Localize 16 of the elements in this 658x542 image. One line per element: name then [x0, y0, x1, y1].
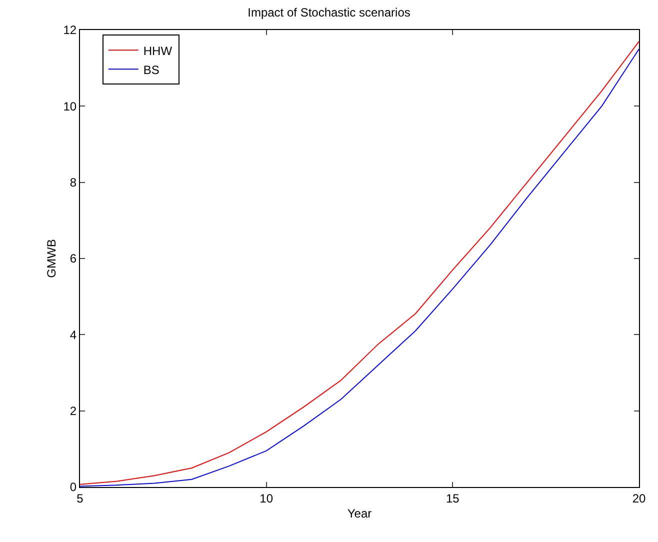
legend-label: HHW	[143, 44, 173, 58]
chart-title: Impact of Stochastic scenarios	[248, 6, 410, 20]
y-tick-label: 8	[70, 176, 77, 190]
x-tick-label: 15	[446, 491, 460, 506]
x-tick-label: 5	[76, 491, 84, 506]
y-tick-label: 4	[70, 328, 77, 342]
y-tick-label: 0	[70, 480, 77, 494]
y-tick-label: 10	[63, 99, 77, 114]
x-tick-label: 10	[260, 491, 274, 506]
y-tick-label: 12	[63, 23, 77, 38]
x-tick-label: 20	[632, 491, 646, 506]
y-axis-title: GMWB	[44, 239, 59, 278]
y-tick-label: 6	[70, 252, 77, 266]
legend-label: BS	[143, 62, 160, 77]
y-tick-label: 2	[70, 404, 77, 418]
x-axis-title: Year	[347, 506, 372, 520]
